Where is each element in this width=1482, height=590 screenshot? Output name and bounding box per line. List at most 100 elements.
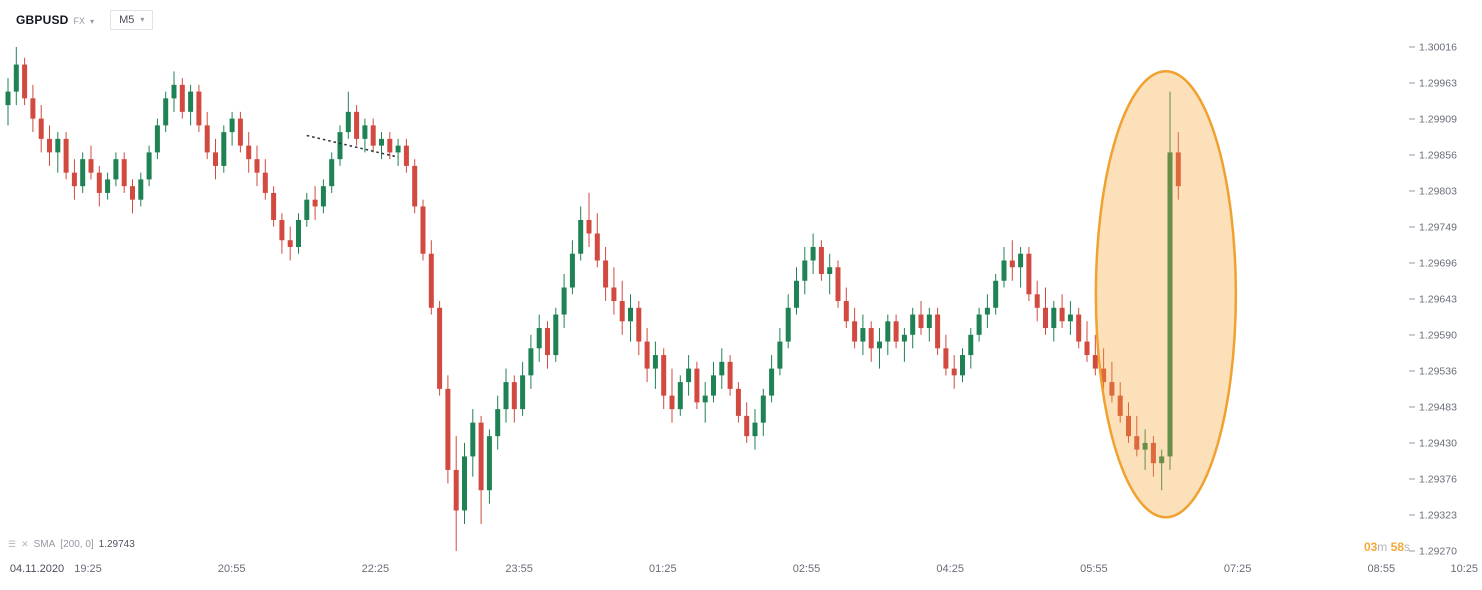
candle-body <box>968 334 974 356</box>
candle-body <box>744 415 750 437</box>
candle-body <box>287 240 293 247</box>
candle-body <box>785 307 791 342</box>
indicator-remove-icon[interactable]: ✕ <box>21 539 29 549</box>
candle-body <box>893 321 899 342</box>
time-axis-label: 23:55 <box>505 563 533 575</box>
candle-body <box>802 260 808 281</box>
price-axis-label: 1.29856 <box>1419 150 1457 162</box>
candle-body <box>1001 260 1007 281</box>
candle-body <box>910 314 916 335</box>
candle-body <box>735 388 741 416</box>
sma-line <box>306 134 399 158</box>
candle-body <box>237 118 243 146</box>
candle-body <box>470 422 476 457</box>
candle-body <box>777 341 783 369</box>
price-axis-label: 1.29749 <box>1419 222 1457 234</box>
candle-body <box>229 118 235 133</box>
date-label: 04.11.2020 <box>10 563 64 575</box>
price-axis-label: 1.29696 <box>1419 258 1457 270</box>
candle-body <box>561 287 567 315</box>
candle-body <box>520 375 526 410</box>
candle-body <box>661 355 667 396</box>
chart-legend: GBPUSD FX ▾ M5 ▾ <box>10 10 154 30</box>
candle-body <box>445 388 451 470</box>
candle-body <box>478 422 484 491</box>
price-axis-label: 1.29536 <box>1419 366 1457 378</box>
time-axis-label: 01:25 <box>649 563 677 575</box>
candle-body <box>105 179 111 193</box>
indicator-menu-icon[interactable]: ☰ <box>8 539 17 549</box>
candle-body <box>1018 253 1024 268</box>
candle-body <box>935 314 941 349</box>
candle-body <box>312 199 318 207</box>
price-axis-label: 1.29909 <box>1419 114 1457 126</box>
candle-body <box>188 91 194 112</box>
candle-body <box>619 301 625 322</box>
candle-body <box>553 314 559 356</box>
candle-body <box>976 314 982 335</box>
candle-body <box>47 138 52 153</box>
price-axis[interactable]: 1.30016 1.29963 1.29909 1.29856 1.29803 1.297… <box>1409 42 1457 558</box>
time-axis-label: 04:25 <box>936 563 964 575</box>
candle-body <box>196 91 202 126</box>
candle-body <box>403 145 409 166</box>
candle-body <box>1067 314 1073 322</box>
candle-body <box>13 64 19 92</box>
candle-body <box>503 382 509 410</box>
candle-body <box>528 348 534 376</box>
price-axis-label: 1.29803 <box>1419 186 1457 198</box>
time-axis-label: 08:55 <box>1368 563 1396 575</box>
candle-body <box>337 132 343 160</box>
candle-body <box>163 98 169 126</box>
candle-body <box>221 132 227 166</box>
candle-body <box>1034 294 1040 308</box>
time-axis-label: 22:25 <box>362 563 390 575</box>
candle-body <box>901 334 907 342</box>
candle-body <box>545 328 550 356</box>
chevron-down-icon: ▾ <box>140 15 145 24</box>
candle-body <box>794 280 799 308</box>
candle-body <box>586 219 592 234</box>
candle-body <box>1084 341 1090 356</box>
candle-body <box>304 199 310 220</box>
candle-body <box>877 341 882 349</box>
price-axis-label: 1.29323 <box>1419 510 1457 522</box>
candle-body <box>38 118 44 139</box>
candle-body <box>345 111 351 133</box>
candle-body <box>1159 456 1165 464</box>
candle-body <box>1134 436 1140 450</box>
candle-body <box>818 246 824 275</box>
chevron-down-icon: ▾ <box>90 17 95 26</box>
time-axis-label: 05:55 <box>1080 563 1108 575</box>
candle-body <box>254 159 260 173</box>
candle-body <box>843 301 849 322</box>
candle-body <box>395 145 401 153</box>
candle-body <box>951 368 957 376</box>
symbol-selector[interactable]: GBPUSD FX ▾ <box>10 10 100 30</box>
time-axis-label: 07:25 <box>1224 563 1252 575</box>
candle-body <box>611 287 617 302</box>
highlight-ellipse[interactable] <box>1094 70 1238 519</box>
timeframe-selector[interactable]: M5 ▾ <box>110 10 154 30</box>
candle-body <box>578 219 584 254</box>
symbol-label: GBPUSD <box>16 13 69 27</box>
price-axis-label: 1.30016 <box>1419 42 1457 54</box>
candle-body <box>669 395 675 410</box>
candle-body <box>179 84 185 112</box>
candle-body <box>121 159 127 187</box>
candle-body <box>171 84 177 99</box>
price-axis-label: 1.29430 <box>1419 438 1457 450</box>
candle-body <box>918 314 924 329</box>
countdown-seconds: 58 <box>1390 540 1404 554</box>
candle-body <box>827 267 833 275</box>
time-axis[interactable]: 04.11.2020 19:25 20:55 22:25 23:55 01:25 02:55… <box>10 563 1478 575</box>
candle-body <box>702 395 708 403</box>
candle-body <box>1059 307 1065 322</box>
candle-body <box>412 165 418 207</box>
candle-body <box>113 159 119 180</box>
candle-body <box>379 138 384 146</box>
candle-body <box>835 267 841 302</box>
candle-body <box>296 219 301 247</box>
candlestick-series <box>5 47 1181 551</box>
